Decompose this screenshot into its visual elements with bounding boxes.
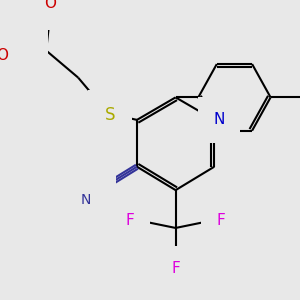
Text: F: F bbox=[126, 213, 135, 228]
Text: F: F bbox=[217, 213, 225, 228]
Text: S: S bbox=[105, 106, 115, 124]
Text: F: F bbox=[171, 261, 180, 276]
Text: N: N bbox=[214, 112, 225, 128]
Text: C: C bbox=[93, 184, 102, 199]
Text: O: O bbox=[0, 47, 8, 62]
Text: N: N bbox=[80, 193, 91, 207]
Text: O: O bbox=[44, 0, 56, 11]
